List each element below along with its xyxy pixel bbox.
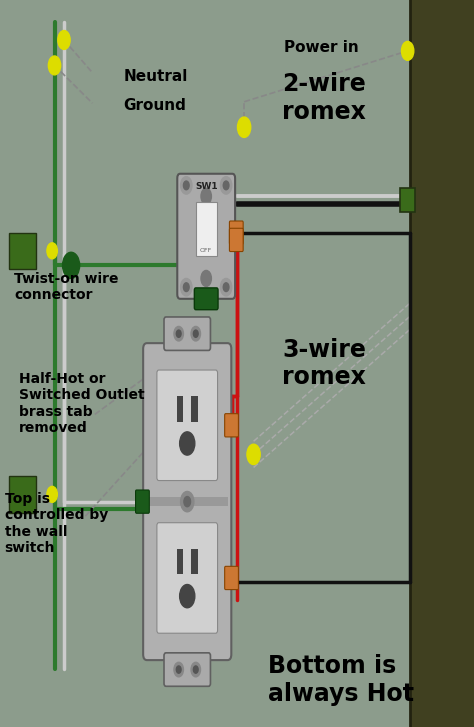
FancyBboxPatch shape (177, 174, 235, 299)
Circle shape (174, 326, 183, 341)
Circle shape (191, 326, 201, 341)
Circle shape (223, 283, 229, 292)
Circle shape (58, 31, 70, 49)
Circle shape (181, 278, 192, 296)
Circle shape (180, 432, 195, 455)
Circle shape (247, 444, 260, 465)
Text: Neutral: Neutral (123, 69, 188, 84)
Circle shape (47, 486, 57, 502)
Circle shape (220, 177, 232, 194)
Circle shape (201, 270, 211, 286)
Text: Top is
controlled by
the wall
switch: Top is controlled by the wall switch (5, 492, 108, 555)
FancyBboxPatch shape (143, 343, 231, 660)
Circle shape (47, 243, 57, 259)
Text: Power in: Power in (284, 40, 359, 55)
FancyBboxPatch shape (157, 370, 218, 481)
Bar (410, 0, 474, 727)
Bar (191, 396, 198, 422)
Circle shape (183, 181, 189, 190)
FancyBboxPatch shape (225, 414, 238, 437)
Circle shape (220, 278, 232, 296)
Text: Bottom is
always Hot: Bottom is always Hot (268, 654, 414, 706)
Bar (177, 549, 183, 574)
Circle shape (181, 177, 192, 194)
Text: Half-Hot or
Switched Outlet
brass tab
removed: Half-Hot or Switched Outlet brass tab re… (19, 372, 145, 435)
Circle shape (193, 666, 198, 673)
Bar (147, 497, 228, 506)
FancyBboxPatch shape (157, 523, 218, 633)
Bar (9, 233, 36, 269)
Circle shape (401, 41, 414, 60)
Circle shape (193, 330, 198, 337)
Text: SW1: SW1 (195, 182, 218, 190)
Circle shape (63, 252, 80, 278)
FancyBboxPatch shape (136, 490, 149, 513)
Circle shape (184, 497, 191, 507)
Bar (177, 396, 183, 422)
FancyBboxPatch shape (225, 566, 238, 590)
Circle shape (176, 330, 181, 337)
Circle shape (181, 491, 194, 512)
Circle shape (159, 579, 168, 592)
FancyBboxPatch shape (164, 653, 210, 686)
Text: 3-wire
romex: 3-wire romex (282, 337, 366, 390)
FancyBboxPatch shape (229, 221, 243, 244)
FancyBboxPatch shape (229, 228, 243, 252)
Circle shape (223, 181, 229, 190)
Bar (191, 549, 198, 574)
Text: OFF: OFF (200, 248, 212, 252)
Circle shape (183, 283, 189, 292)
Text: Twist-on wire
connector: Twist-on wire connector (14, 272, 118, 302)
FancyBboxPatch shape (164, 317, 210, 350)
Bar (9, 476, 36, 513)
Circle shape (48, 56, 61, 75)
Circle shape (180, 585, 195, 608)
Circle shape (176, 666, 181, 673)
Text: 2-wire
romex: 2-wire romex (282, 72, 366, 124)
Bar (400, 188, 415, 212)
Circle shape (159, 426, 168, 439)
Circle shape (191, 662, 201, 677)
Circle shape (174, 662, 183, 677)
FancyBboxPatch shape (194, 288, 218, 310)
Circle shape (237, 117, 251, 137)
Circle shape (201, 188, 211, 204)
Text: Ground: Ground (123, 98, 186, 113)
Bar (196, 201, 217, 256)
